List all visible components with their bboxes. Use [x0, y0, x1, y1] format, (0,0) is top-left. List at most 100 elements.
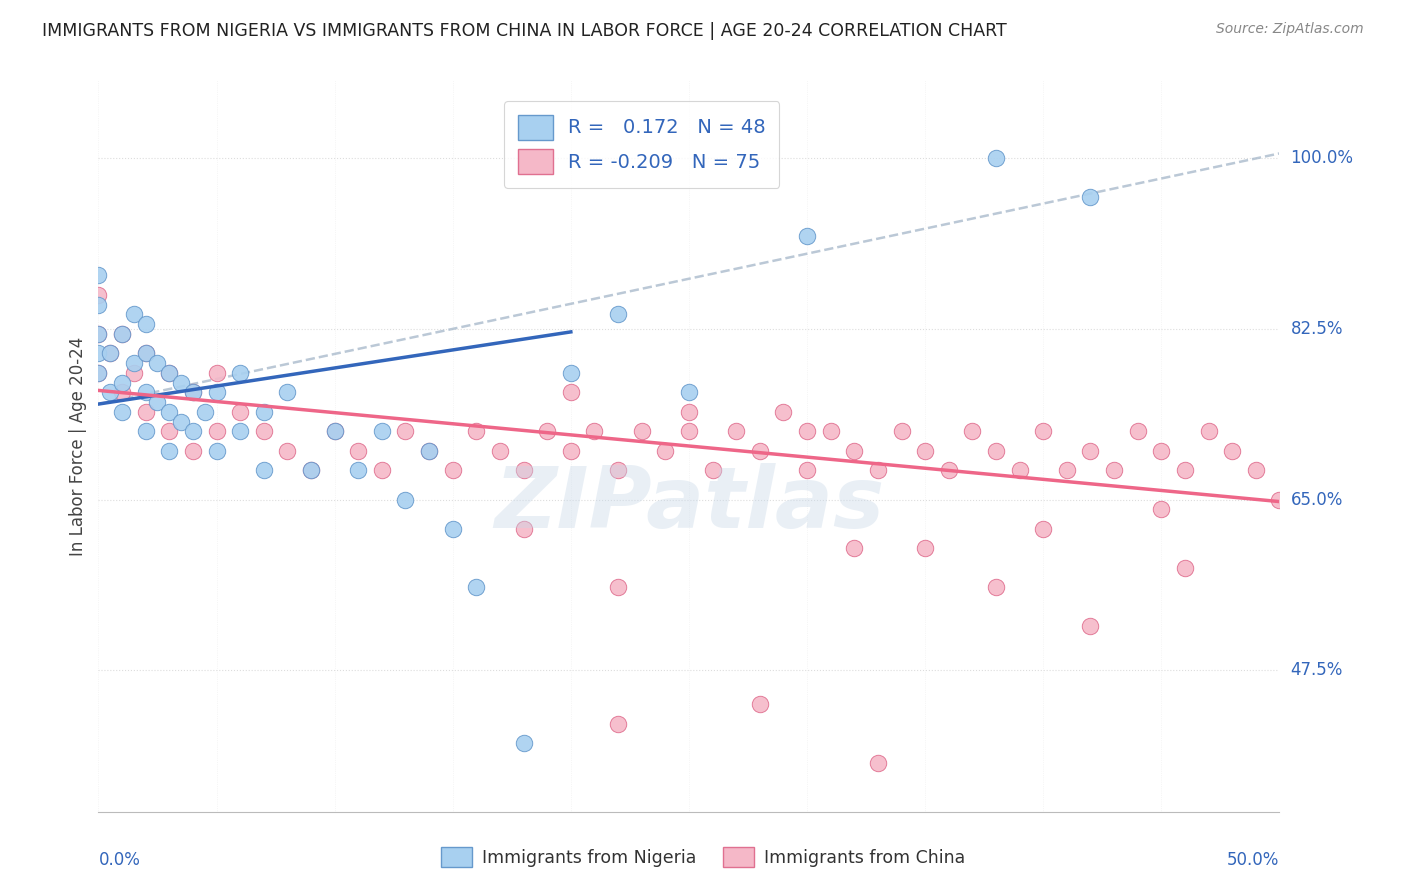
Point — [135, 346, 157, 360]
Point — [111, 405, 134, 419]
Point — [560, 366, 582, 380]
Point — [512, 522, 534, 536]
Y-axis label: In Labor Force | Age 20-24: In Labor Force | Age 20-24 — [69, 336, 87, 556]
Point — [512, 736, 534, 750]
Point — [299, 463, 322, 477]
Point — [1080, 190, 1102, 204]
Point — [146, 395, 169, 409]
Point — [1102, 463, 1125, 477]
Point — [98, 346, 121, 360]
Point — [866, 463, 889, 477]
Point — [87, 366, 110, 380]
Point — [1080, 443, 1102, 458]
Point — [678, 405, 700, 419]
Point — [157, 366, 180, 380]
Point — [748, 443, 770, 458]
Point — [1008, 463, 1031, 477]
Point — [914, 443, 936, 458]
Point — [1174, 463, 1197, 477]
Text: 47.5%: 47.5% — [1291, 661, 1343, 680]
Text: 65.0%: 65.0% — [1291, 491, 1343, 508]
Text: 100.0%: 100.0% — [1291, 149, 1354, 168]
Point — [1244, 463, 1267, 477]
Point — [820, 425, 842, 439]
Point — [914, 541, 936, 556]
Point — [347, 443, 370, 458]
Point — [489, 443, 512, 458]
Point — [441, 463, 464, 477]
Point — [371, 463, 394, 477]
Point — [984, 443, 1007, 458]
Point — [583, 425, 606, 439]
Text: 82.5%: 82.5% — [1291, 320, 1343, 338]
Point — [607, 307, 630, 321]
Point — [1198, 425, 1220, 439]
Point — [111, 326, 134, 341]
Point — [157, 366, 180, 380]
Point — [725, 425, 748, 439]
Point — [87, 288, 110, 302]
Point — [111, 385, 134, 400]
Point — [962, 425, 984, 439]
Point — [205, 425, 228, 439]
Point — [181, 443, 204, 458]
Point — [194, 405, 217, 419]
Point — [607, 717, 630, 731]
Point — [1056, 463, 1078, 477]
Point — [796, 425, 818, 439]
Point — [87, 346, 110, 360]
Point — [748, 698, 770, 712]
Point — [1032, 425, 1054, 439]
Point — [276, 443, 298, 458]
Point — [796, 463, 818, 477]
Point — [560, 443, 582, 458]
Point — [229, 405, 252, 419]
Point — [938, 463, 960, 477]
Point — [98, 385, 121, 400]
Point — [276, 385, 298, 400]
Point — [536, 425, 558, 439]
Point — [984, 151, 1007, 165]
Point — [181, 385, 204, 400]
Point — [122, 307, 145, 321]
Point — [135, 425, 157, 439]
Text: 0.0%: 0.0% — [98, 851, 141, 869]
Point — [135, 317, 157, 331]
Point — [394, 425, 416, 439]
Point — [607, 581, 630, 595]
Point — [394, 492, 416, 507]
Point — [87, 297, 110, 311]
Point — [205, 443, 228, 458]
Point — [1174, 561, 1197, 575]
Point — [1080, 619, 1102, 633]
Point — [347, 463, 370, 477]
Point — [98, 346, 121, 360]
Point — [1150, 502, 1173, 516]
Point — [323, 425, 346, 439]
Point — [87, 268, 110, 283]
Point — [1150, 443, 1173, 458]
Point — [984, 581, 1007, 595]
Point — [299, 463, 322, 477]
Point — [1032, 522, 1054, 536]
Point — [323, 425, 346, 439]
Point — [122, 366, 145, 380]
Point — [135, 346, 157, 360]
Point — [796, 229, 818, 244]
Text: ZIPatlas: ZIPatlas — [494, 463, 884, 546]
Point — [157, 425, 180, 439]
Point — [205, 385, 228, 400]
Point — [229, 425, 252, 439]
Point — [157, 443, 180, 458]
Point — [844, 541, 866, 556]
Point — [607, 463, 630, 477]
Text: Source: ZipAtlas.com: Source: ZipAtlas.com — [1216, 22, 1364, 37]
Point — [702, 463, 724, 477]
Text: IMMIGRANTS FROM NIGERIA VS IMMIGRANTS FROM CHINA IN LABOR FORCE | AGE 20-24 CORR: IMMIGRANTS FROM NIGERIA VS IMMIGRANTS FR… — [42, 22, 1007, 40]
Point — [465, 425, 488, 439]
Point — [512, 463, 534, 477]
Point — [866, 756, 889, 770]
Point — [170, 415, 193, 429]
Point — [87, 326, 110, 341]
Point — [678, 385, 700, 400]
